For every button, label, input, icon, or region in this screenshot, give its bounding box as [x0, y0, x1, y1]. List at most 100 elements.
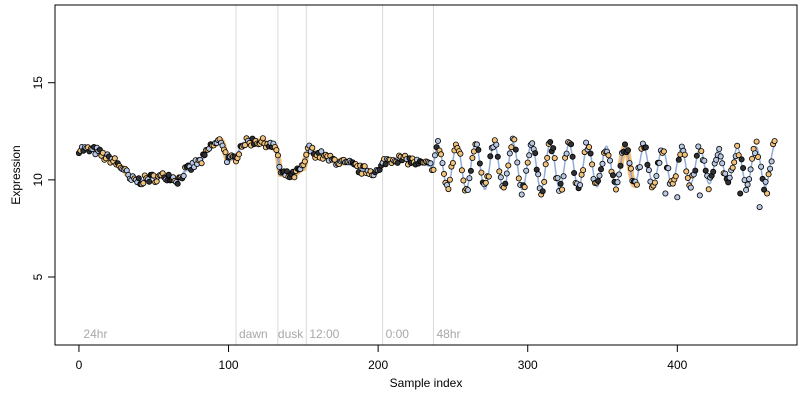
segment-annotations: 24hr dawn dusk 12:00 0:00 48hr [83, 327, 460, 341]
data-point [541, 178, 548, 185]
data-point [309, 144, 316, 151]
data-point [153, 178, 160, 185]
data-point [439, 160, 446, 167]
data-point [749, 155, 756, 162]
data-point [532, 150, 539, 157]
data-point [547, 138, 554, 145]
data-point [651, 179, 658, 186]
data-point [427, 160, 434, 167]
data-point [705, 186, 712, 193]
data-point [613, 186, 620, 193]
data-point [771, 138, 778, 145]
data-point [557, 180, 564, 187]
data-point [645, 167, 652, 174]
data-point [743, 186, 750, 193]
data-point [577, 181, 584, 188]
data-point [687, 184, 694, 191]
data-point [111, 155, 118, 162]
data-point [656, 159, 663, 166]
data-point [165, 171, 172, 178]
data-point [506, 150, 513, 157]
data-point [394, 159, 401, 166]
data-point [503, 170, 510, 177]
data-point [768, 158, 775, 165]
data-point [535, 171, 542, 178]
x-tick-label-1: 100 [219, 358, 239, 372]
data-point [644, 161, 651, 168]
data-point [710, 168, 717, 175]
data-point [512, 146, 519, 153]
data-point [487, 153, 494, 160]
data-point [583, 139, 590, 146]
data-point [467, 167, 474, 174]
data-point [551, 155, 558, 162]
data-point [589, 161, 596, 168]
data-point [598, 166, 605, 173]
data-point [518, 191, 525, 198]
data-point [273, 147, 280, 154]
data-point [735, 152, 742, 159]
data-point [529, 140, 536, 147]
data-point [729, 164, 736, 171]
data-point [542, 161, 549, 168]
data-point [493, 141, 500, 148]
data-point [586, 144, 593, 151]
data-point [764, 190, 771, 197]
data-point [524, 159, 531, 166]
data-point [627, 165, 634, 172]
data-point [430, 166, 437, 173]
x-tick-label-4: 400 [667, 358, 687, 372]
data-point [626, 160, 633, 167]
data-point [722, 170, 729, 177]
data-point [756, 204, 763, 211]
data-point [515, 175, 522, 182]
data-point [201, 152, 208, 159]
data-point [731, 159, 738, 166]
data-point [625, 147, 632, 154]
data-point [636, 164, 643, 171]
data-point [276, 163, 283, 170]
data-point [174, 180, 181, 187]
annotation-4: 0:00 [386, 327, 410, 341]
data-point [702, 167, 709, 174]
data-point [146, 178, 153, 185]
data-point [692, 167, 699, 174]
x-axis-title: Sample index [390, 376, 463, 390]
data-points [75, 135, 778, 211]
data-point [514, 159, 521, 166]
data-point [475, 146, 482, 153]
data-point [746, 176, 753, 183]
annotation-1: dawn [239, 327, 268, 341]
data-point [361, 163, 368, 170]
data-point [681, 151, 688, 158]
data-point [740, 164, 747, 171]
data-point [259, 135, 266, 142]
data-point [431, 152, 438, 159]
data-point [559, 186, 566, 193]
data-point [599, 160, 606, 167]
data-point [440, 170, 447, 177]
data-point [738, 156, 745, 163]
data-point [595, 177, 602, 184]
y-tick-label-2: 15 [31, 76, 45, 90]
data-point [437, 151, 444, 158]
data-point [568, 141, 575, 148]
data-point [511, 136, 518, 143]
data-point [580, 167, 587, 174]
data-point [662, 190, 669, 197]
data-point [752, 150, 759, 157]
data-point [698, 148, 705, 155]
data-point [747, 166, 754, 173]
data-point [767, 165, 774, 172]
x-axis: 0 100 200 300 400 [76, 344, 688, 372]
annotation-5: 48hr [436, 327, 460, 341]
data-point [719, 160, 726, 167]
data-point [222, 149, 229, 156]
y-tick-label-0: 5 [31, 273, 45, 280]
segment-boundary-lines [235, 5, 434, 345]
data-point [460, 177, 467, 184]
data-point [494, 153, 501, 160]
data-point [283, 168, 290, 175]
data-point [726, 174, 733, 181]
